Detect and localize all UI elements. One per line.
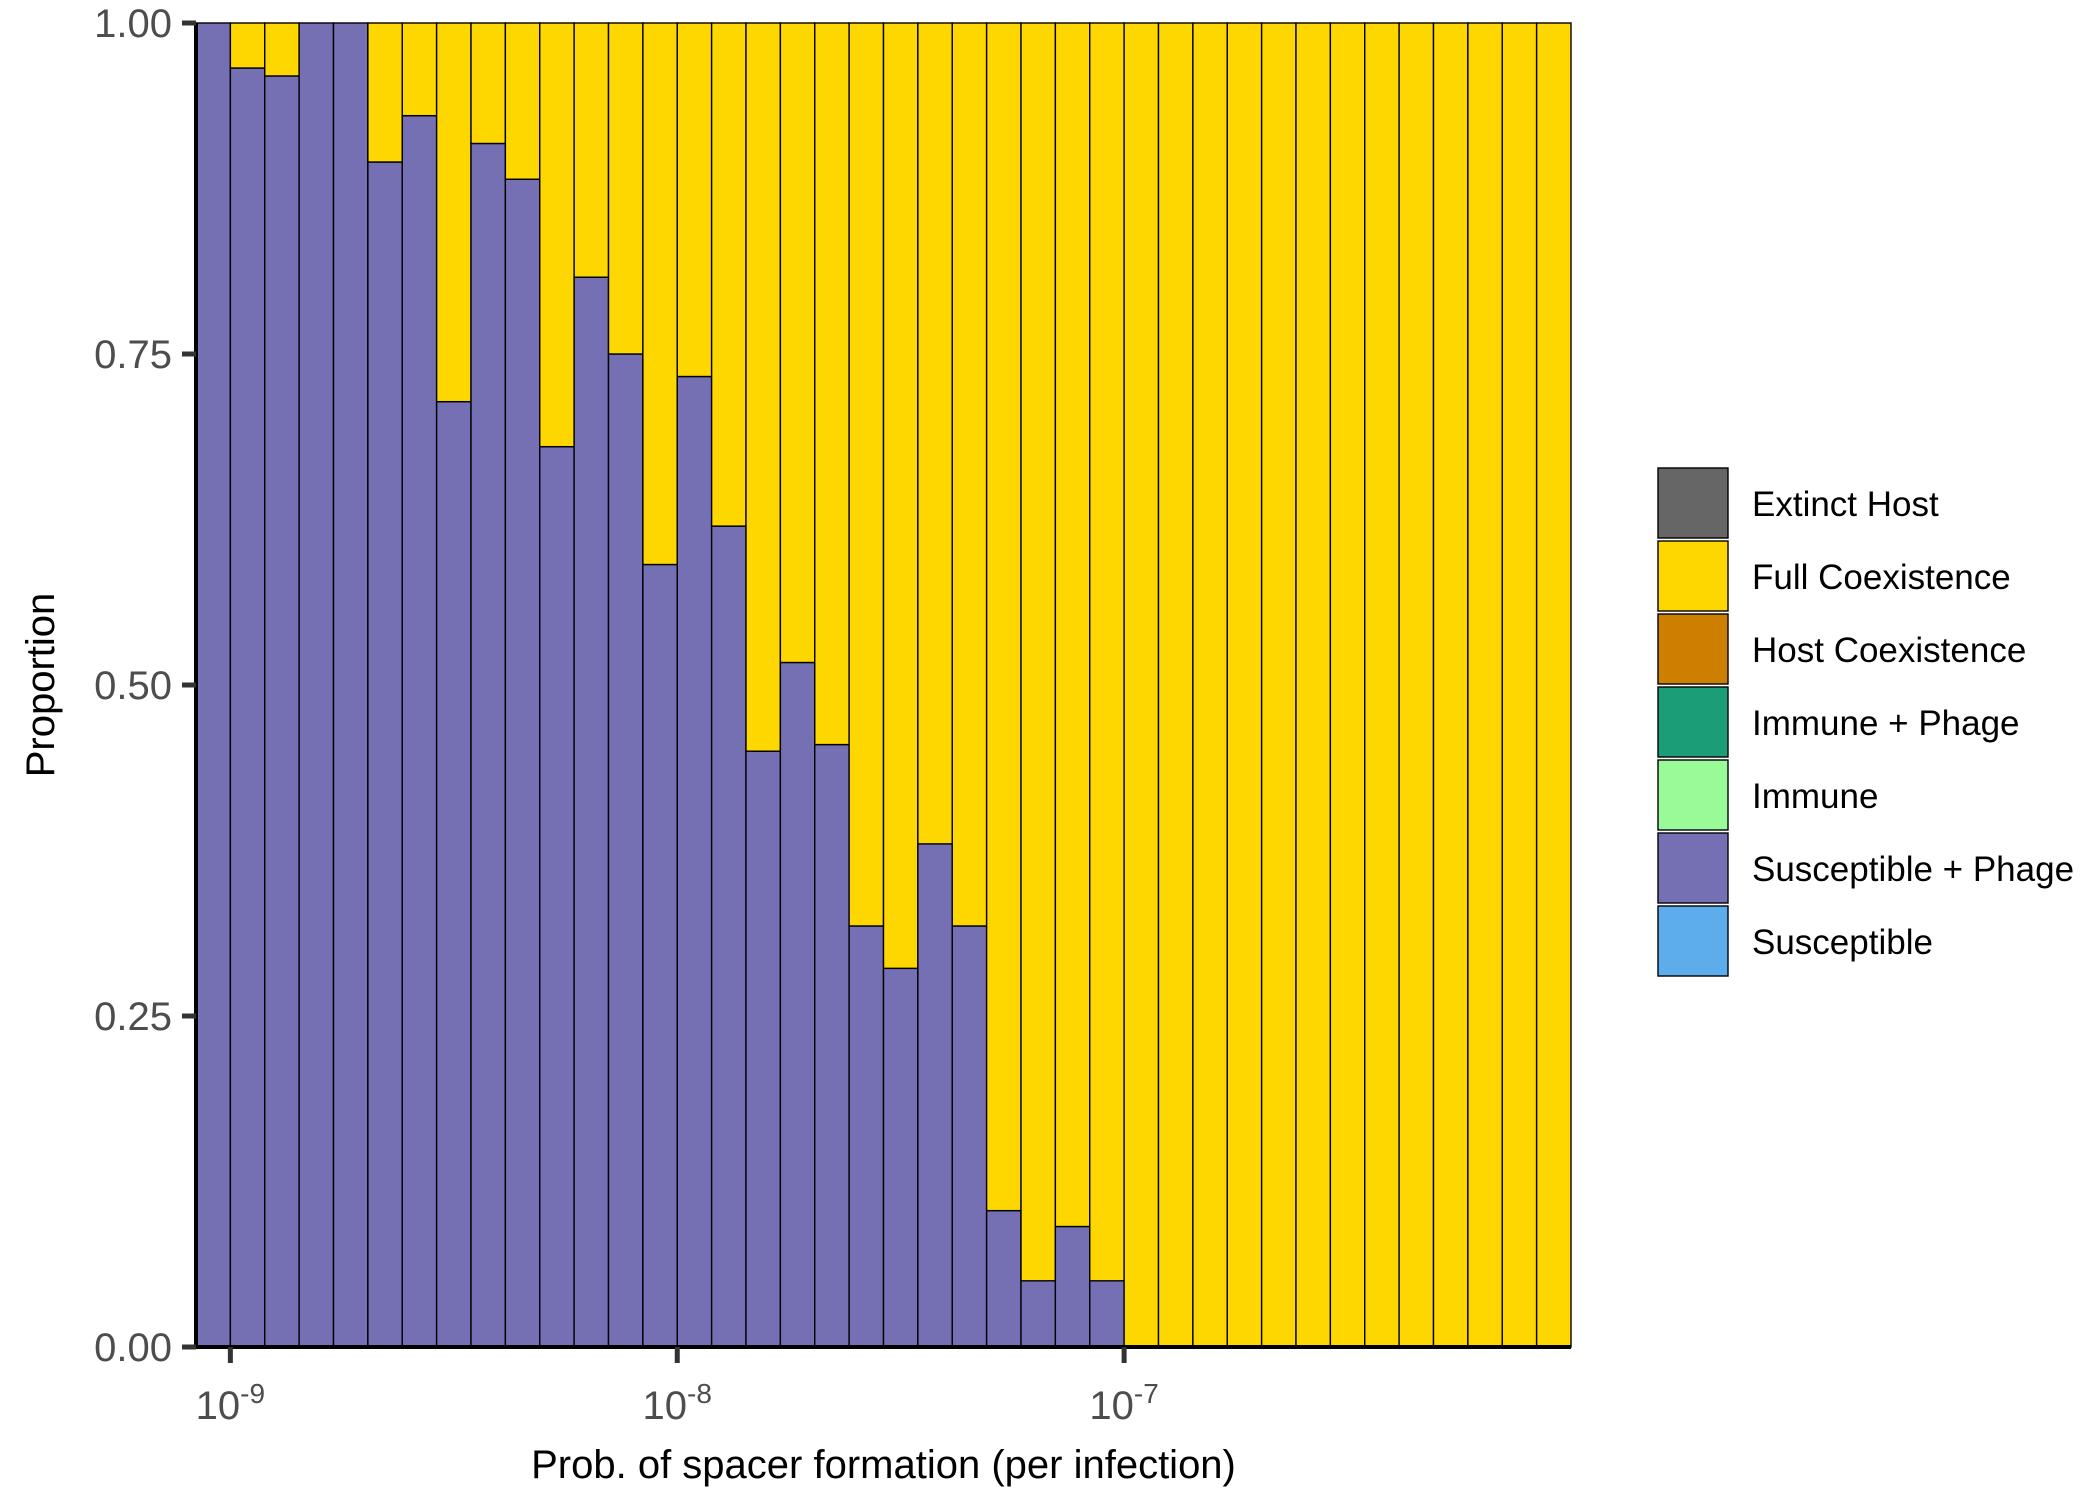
bar-segment-full-coexistence-25 [1054, 22, 1091, 1228]
legend-label: Susceptible [1752, 923, 1933, 962]
legend-label: Host Coexistence [1752, 631, 2026, 670]
y-axis-title: Proportion [19, 593, 63, 778]
bar-segment-susceptible-phage-13 [642, 563, 678, 1348]
bar-segment-full-coexistence-10 [539, 22, 575, 448]
bar-segment-full-coexistence-15 [710, 22, 747, 527]
bar-segment-full-coexistence-29 [1192, 22, 1228, 1348]
bar-segment-full-coexistence-27 [1123, 22, 1160, 1348]
bar-segment-susceptible-phage-7 [435, 400, 472, 1348]
bar-segment-full-coexistence-35 [1398, 22, 1435, 1348]
bar-segment-full-coexistence-39 [1535, 22, 1572, 1348]
bar-segment-susceptible-phage-1 [229, 67, 266, 1348]
bar-segment-susceptible-phage-9 [504, 178, 541, 1348]
bar-segment-susceptible-phage-4 [332, 22, 369, 1348]
bar-segment-full-coexistence-22 [951, 22, 988, 927]
bar-segment-full-coexistence-32 [1295, 22, 1332, 1348]
bars-group [195, 22, 1572, 1348]
bar-segment-full-coexistence-21 [917, 22, 953, 845]
legend-swatch [1657, 905, 1729, 977]
legend-swatch [1657, 467, 1729, 539]
bar-segment-susceptible-phage-20 [882, 967, 919, 1348]
bar-segment-susceptible-phage-21 [917, 843, 953, 1348]
bar-segment-susceptible-phage-6 [401, 114, 438, 1348]
y-tick-label: 0.00 [94, 1326, 172, 1370]
bar-segment-full-coexistence-11 [573, 22, 610, 278]
legend-swatch [1657, 832, 1729, 904]
x-tick-label: 10-7 [1089, 1378, 1158, 1428]
legend-label: Susceptible + Phage [1752, 850, 2074, 889]
bar-segment-susceptible-phage-19 [848, 925, 885, 1348]
bar-segment-full-coexistence-31 [1260, 22, 1297, 1348]
bar-segment-full-coexistence-9 [504, 22, 541, 180]
bar-segment-full-coexistence-24 [1020, 22, 1057, 1282]
bar-segment-full-coexistence-36 [1432, 22, 1469, 1348]
bar-segment-susceptible-phage-0 [195, 22, 232, 1348]
bar-segment-susceptible-phage-18 [814, 743, 850, 1348]
bar-segment-susceptible-phage-14 [676, 375, 713, 1348]
bar-segment-full-coexistence-1 [229, 22, 266, 69]
bar-segment-susceptible-phage-22 [951, 925, 988, 1348]
y-tick-label: 0.25 [94, 995, 172, 1039]
bar-segment-susceptible-phage-11 [573, 276, 610, 1348]
bar-segment-full-coexistence-23 [985, 22, 1022, 1212]
bar-segment-full-coexistence-17 [779, 22, 816, 664]
bar-segment-full-coexistence-26 [1089, 22, 1125, 1282]
bar-segment-susceptible-phage-16 [745, 750, 782, 1348]
legend-swatch [1657, 613, 1729, 685]
x-tick-label: 10-8 [643, 1378, 712, 1428]
legend-label: Immune [1752, 777, 1878, 816]
bar-segment-full-coexistence-33 [1329, 22, 1366, 1348]
bar-segment-full-coexistence-8 [470, 22, 507, 145]
bar-segment-full-coexistence-20 [882, 22, 919, 970]
bar-segment-full-coexistence-12 [607, 22, 644, 355]
bar-segment-full-coexistence-14 [676, 22, 713, 378]
x-tick-label: 10-9 [196, 1378, 265, 1428]
bar-segment-susceptible-phage-24 [1020, 1280, 1057, 1348]
bar-segment-susceptible-phage-15 [710, 525, 747, 1348]
legend-swatch [1657, 540, 1729, 612]
legend-swatch [1657, 759, 1729, 831]
bar-segment-susceptible-phage-10 [539, 445, 575, 1348]
bar-segment-susceptible-phage-17 [779, 661, 816, 1348]
bar-segment-susceptible-phage-5 [367, 161, 403, 1348]
bar-segment-susceptible-phage-3 [298, 22, 335, 1348]
legend: Extinct Host Full Coexistence Host Coexist… [1657, 467, 2074, 977]
bar-segment-full-coexistence-6 [401, 22, 438, 117]
bar-segment-full-coexistence-5 [367, 22, 403, 163]
bar-segment-susceptible-phage-23 [985, 1209, 1022, 1348]
bar-segment-full-coexistence-2 [264, 22, 300, 77]
y-tick-label: 0.75 [94, 333, 172, 377]
x-axis-title: Prob. of spacer formation (per infection… [531, 1443, 1236, 1487]
legend-swatch [1657, 686, 1729, 758]
bar-segment-full-coexistence-7 [435, 22, 472, 403]
bar-segment-susceptible-phage-26 [1089, 1280, 1125, 1348]
y-tick-label: 1.00 [94, 2, 172, 46]
bar-segment-full-coexistence-30 [1226, 22, 1263, 1348]
bar-segment-susceptible-phage-12 [607, 353, 644, 1348]
bar-segment-full-coexistence-28 [1157, 22, 1194, 1348]
x-axis-ticks: 10-9 10-8 10-7 [196, 1347, 1159, 1428]
legend-label: Immune + Phage [1752, 704, 2020, 743]
bar-segment-full-coexistence-37 [1467, 22, 1503, 1348]
bar-segment-full-coexistence-38 [1501, 22, 1538, 1348]
bar-segment-susceptible-phage-25 [1054, 1225, 1091, 1348]
bar-segment-full-coexistence-34 [1364, 22, 1400, 1348]
bar-segment-susceptible-phage-8 [470, 142, 507, 1348]
bar-segment-full-coexistence-18 [814, 22, 850, 746]
y-tick-label: 0.50 [94, 664, 172, 708]
legend-label: Full Coexistence [1752, 558, 2011, 597]
legend-label: Extinct Host [1752, 485, 1939, 524]
bar-segment-susceptible-phage-2 [264, 75, 300, 1348]
bar-segment-full-coexistence-16 [745, 22, 782, 752]
bar-segment-full-coexistence-13 [642, 22, 678, 566]
bar-segment-full-coexistence-19 [848, 22, 885, 927]
y-axis-ticks: 0.00 0.25 0.50 0.75 1.00 [94, 2, 196, 1370]
